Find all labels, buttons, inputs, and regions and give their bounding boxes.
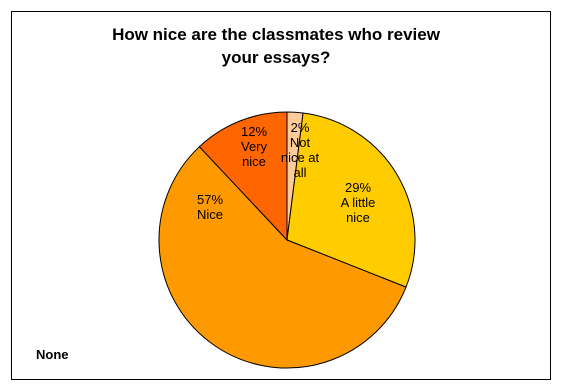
slice-label-1: 29% A little nice — [341, 180, 376, 225]
slice-label-0: 2% Not nice at all — [281, 120, 320, 180]
slice-label-0-line-1: Not — [290, 135, 311, 150]
chart-title: How nice are the classmates who review y… — [0, 23, 556, 69]
slice-label-0-line-0: 2% — [291, 120, 310, 135]
slice-label-0-line-2: nice at — [281, 150, 320, 165]
slice-label-3-line-0: 12% — [241, 124, 267, 139]
slice-label-3: 12% Very nice — [241, 124, 268, 169]
pie-slice-2 — [158, 145, 407, 369]
chart-title-line-2: your essays? — [221, 48, 331, 67]
slice-label-1-line-0: 29% — [345, 180, 371, 195]
pie-slice-3 — [198, 111, 288, 242]
slice-label-2: 57% Nice — [197, 192, 223, 222]
slice-label-3-line-1: Very — [241, 139, 268, 154]
slice-label-2-line-0: 57% — [197, 192, 223, 207]
slice-label-1-line-1: A little — [341, 195, 376, 210]
slice-label-1-line-2: nice — [346, 210, 370, 225]
footnote-label: None — [36, 347, 69, 362]
slice-label-0-line-3: all — [293, 165, 306, 180]
slice-label-3-line-2: nice — [242, 154, 266, 169]
pie-slice-1 — [286, 112, 416, 288]
chart-title-line-1: How nice are the classmates who review — [112, 25, 440, 44]
slice-label-2-line-1: Nice — [197, 207, 223, 222]
